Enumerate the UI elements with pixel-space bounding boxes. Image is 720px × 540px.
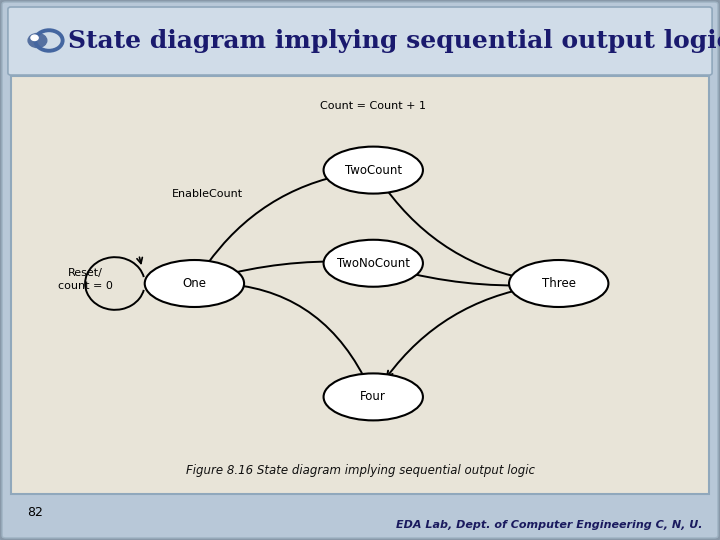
FancyBboxPatch shape — [8, 7, 712, 75]
Text: State diagram implying sequential output logic: State diagram implying sequential output… — [68, 29, 720, 53]
Text: TwoCount: TwoCount — [345, 164, 402, 177]
Ellipse shape — [323, 374, 423, 420]
Text: EDA Lab, Dept. of Computer Engineering C, N, U.: EDA Lab, Dept. of Computer Engineering C… — [395, 520, 702, 530]
Text: EnableCount: EnableCount — [172, 190, 243, 199]
Text: TwoNoCount: TwoNoCount — [337, 256, 410, 270]
Text: 82: 82 — [27, 507, 43, 519]
Ellipse shape — [145, 260, 244, 307]
Text: Four: Four — [360, 390, 386, 403]
Circle shape — [28, 33, 47, 48]
Ellipse shape — [323, 240, 423, 287]
Text: Figure 8.16 State diagram implying sequential output logic: Figure 8.16 State diagram implying seque… — [186, 464, 534, 477]
Circle shape — [31, 35, 38, 40]
Ellipse shape — [323, 146, 423, 193]
Text: Reset/
count = 0: Reset/ count = 0 — [58, 268, 112, 291]
Text: Three: Three — [541, 277, 576, 290]
Bar — [11, 76, 709, 494]
Text: Count = Count + 1: Count = Count + 1 — [320, 101, 426, 111]
Ellipse shape — [509, 260, 608, 307]
Text: One: One — [182, 277, 207, 290]
